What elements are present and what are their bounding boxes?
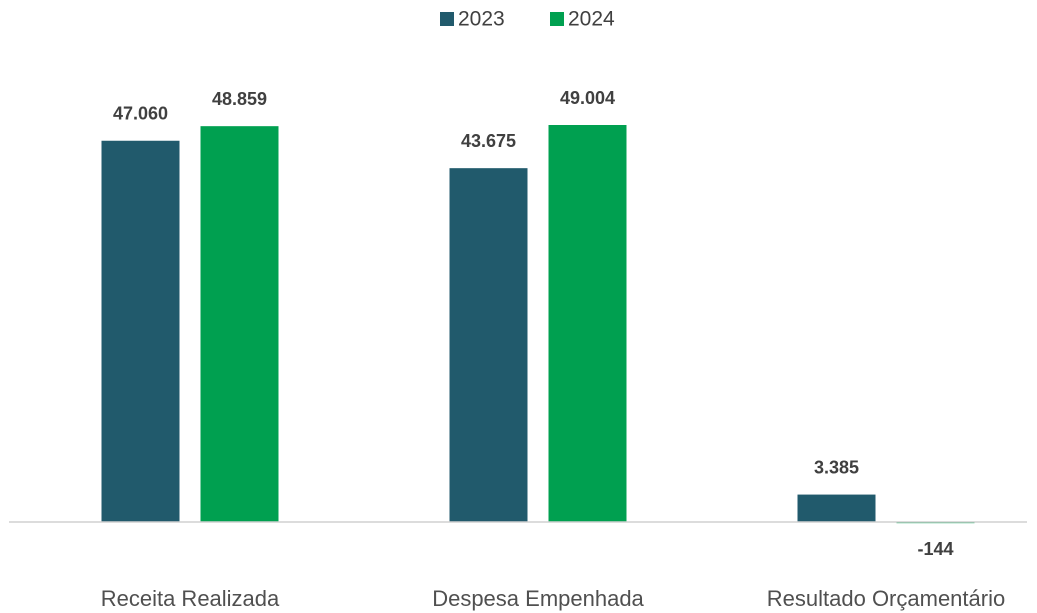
data-label: -144 (917, 539, 953, 559)
bar (797, 494, 876, 522)
data-label: 43.675 (461, 131, 516, 151)
legend-swatch (550, 12, 564, 26)
bar (548, 125, 627, 522)
data-label: 3.385 (814, 457, 859, 477)
x-tick-label: Despesa Empenhada (432, 586, 644, 611)
bar (101, 140, 180, 522)
bar (200, 126, 279, 523)
data-label: 49.004 (560, 88, 615, 108)
data-label: 48.859 (212, 89, 267, 109)
x-tick-label: Receita Realizada (101, 586, 280, 611)
x-tick-label: Resultado Orçamentário (767, 586, 1005, 611)
legend-label: 2023 (458, 8, 505, 31)
legend-swatch (440, 12, 454, 26)
bar (449, 168, 528, 523)
data-label: 47.060 (113, 103, 168, 123)
legend-label: 2024 (568, 8, 615, 31)
